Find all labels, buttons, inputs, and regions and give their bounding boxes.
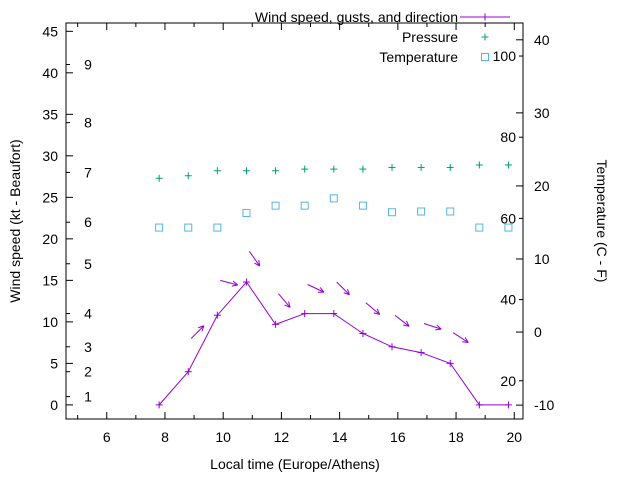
temperature-marker xyxy=(446,207,455,216)
gust-arrow-head xyxy=(373,312,380,315)
gust-arrow-shaft xyxy=(452,332,469,343)
beaufort-label: 7 xyxy=(84,164,92,180)
x-axis-title: Local time (Europe/Athens) xyxy=(210,456,380,472)
gust-arrow-shaft xyxy=(307,284,325,293)
kt-tick-label: 15 xyxy=(42,272,58,288)
gust-arrow-head xyxy=(254,262,260,267)
gust-arrow-head xyxy=(403,324,410,327)
wind-speed-line xyxy=(158,281,509,406)
temperature-marker xyxy=(242,208,251,217)
temperature-marker xyxy=(271,201,280,210)
kt-tick-label: 20 xyxy=(42,231,58,247)
gust-arrow-shaft xyxy=(365,302,380,315)
gust-arrow-head xyxy=(406,320,410,327)
fahrenheit-label: 80 xyxy=(500,129,516,145)
kt-tick-label: 25 xyxy=(42,189,58,205)
y-axis-title: Wind speed (kt - Beaufort) xyxy=(7,139,23,303)
gust-arrow-head xyxy=(376,308,381,315)
temperature-marker xyxy=(329,194,338,203)
legend-label-pressure: Pressure xyxy=(401,29,458,45)
gust-arrow-head xyxy=(343,292,350,296)
beaufort-label: 3 xyxy=(84,339,92,355)
celsius-tick-label: 0 xyxy=(534,324,542,340)
x-tick-label: 16 xyxy=(390,429,406,445)
temperature-marker xyxy=(213,223,222,232)
gust-arrow-head xyxy=(462,341,469,343)
gust-arrow-shaft xyxy=(278,293,291,308)
celsius-tick-label: 30 xyxy=(534,105,550,121)
celsius-tick-label: 40 xyxy=(534,32,550,48)
gust-arrow-head xyxy=(258,260,261,267)
kt-tick-label: 30 xyxy=(42,148,58,164)
gust-arrow-shaft xyxy=(190,325,205,339)
beaufort-label: 2 xyxy=(84,364,92,380)
fahrenheit-label: 40 xyxy=(500,292,516,308)
gust-arrow-head xyxy=(319,287,325,293)
kt-tick-label: 45 xyxy=(42,23,58,39)
temperature-marker xyxy=(388,208,397,217)
beaufort-label: 6 xyxy=(84,214,92,230)
gust-arrow-head xyxy=(231,284,238,287)
beaufort-label: 1 xyxy=(84,389,92,405)
beaufort-label: 8 xyxy=(84,115,92,131)
temperature-marker xyxy=(184,223,193,232)
legend-label-wind: Wind speed, gusts, and direction xyxy=(254,9,458,25)
legend-label-temperature: Temperature xyxy=(379,49,458,65)
temperature-marker xyxy=(417,207,426,216)
gust-arrow-head xyxy=(198,325,205,329)
temperature-marker xyxy=(504,223,513,232)
gust-arrow-head xyxy=(346,288,350,295)
x-tick-label: 8 xyxy=(161,429,169,445)
legend-sample-temperature-marker xyxy=(481,53,489,61)
fahrenheit-label: 60 xyxy=(500,210,516,226)
gust-arrow-shaft xyxy=(220,279,238,286)
beaufort-label: 9 xyxy=(84,57,92,73)
x-tick-label: 10 xyxy=(215,429,231,445)
gust-arrow-head xyxy=(284,304,291,308)
gust-arrow-head xyxy=(435,328,442,331)
x-tick-label: 12 xyxy=(274,429,290,445)
kt-tick-label: 0 xyxy=(50,397,58,413)
temperature-marker xyxy=(155,223,164,232)
kt-tick-label: 40 xyxy=(42,65,58,81)
gust-arrow-shaft xyxy=(336,281,350,296)
x-tick-label: 14 xyxy=(332,429,348,445)
celsius-tick-label: 20 xyxy=(534,178,550,194)
temperature-marker xyxy=(475,223,484,232)
gust-arrow-shaft xyxy=(248,251,261,267)
kt-tick-label: 5 xyxy=(50,355,58,371)
x-tick-label: 18 xyxy=(448,429,464,445)
gust-arrow-shaft xyxy=(394,314,410,327)
fahrenheit-label: 20 xyxy=(500,373,516,389)
beaufort-label: 4 xyxy=(84,306,92,322)
kt-tick-label: 35 xyxy=(42,106,58,122)
temperature-marker xyxy=(300,201,309,210)
plot-border xyxy=(65,22,524,420)
y2-axis-title: Temperature (C - F) xyxy=(594,159,610,283)
gust-arrow-head xyxy=(436,324,442,330)
kt-tick-label: 10 xyxy=(42,314,58,330)
x-tick-label: 20 xyxy=(506,429,522,445)
celsius-tick-label: -10 xyxy=(534,397,554,413)
temperature-marker xyxy=(358,201,367,210)
celsius-tick-label: 10 xyxy=(534,251,550,267)
beaufort-label: 5 xyxy=(84,256,92,272)
gust-arrow-head xyxy=(464,337,469,343)
fahrenheit-label: 100 xyxy=(493,48,517,64)
gust-arrow-head xyxy=(288,301,291,308)
gust-arrow-head xyxy=(232,280,238,286)
gust-arrow-shaft xyxy=(423,323,442,330)
gust-arrow-head xyxy=(201,325,205,332)
x-tick-label: 6 xyxy=(103,429,111,445)
